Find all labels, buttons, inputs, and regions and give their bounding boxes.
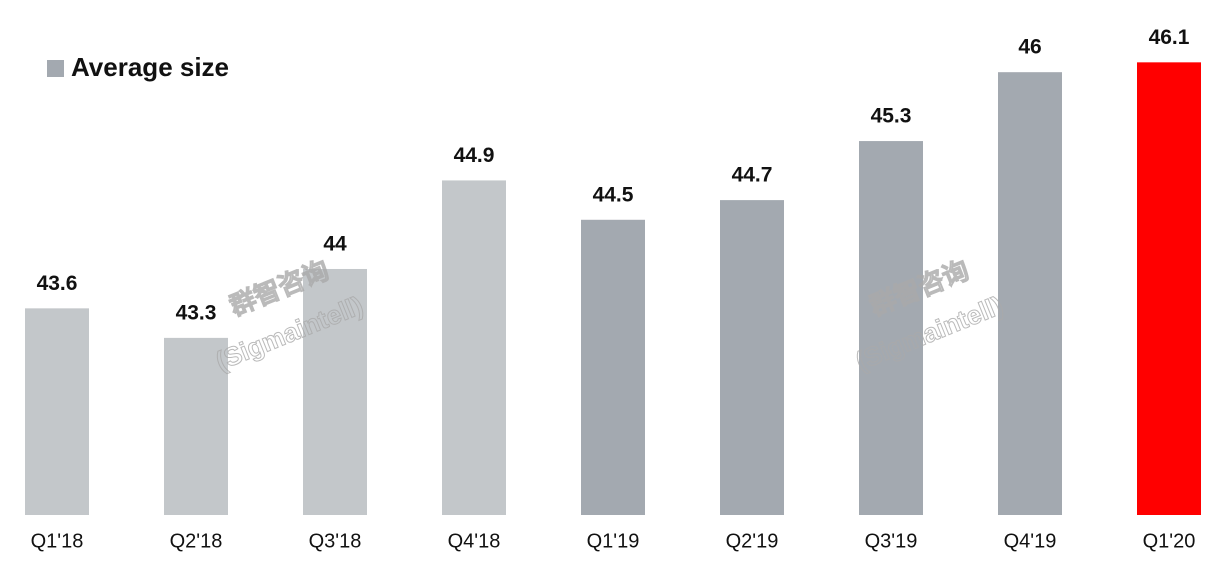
bar <box>998 72 1062 516</box>
bar <box>164 337 228 515</box>
x-tick-label: Q4'19 <box>1004 530 1057 552</box>
bar <box>581 219 645 516</box>
x-tick-label: Q3'19 <box>865 530 918 552</box>
value-label: 43.6 <box>37 272 78 295</box>
bar <box>1137 62 1201 515</box>
bar <box>859 141 923 516</box>
value-label: 44 <box>323 233 347 256</box>
legend-swatch <box>47 60 64 77</box>
x-tick-label: Q3'18 <box>309 530 362 552</box>
bar <box>442 180 506 515</box>
bar <box>303 268 367 515</box>
x-tick-label: Q4'18 <box>448 530 501 552</box>
value-label: 46.1 <box>1149 26 1190 49</box>
value-label: 44.9 <box>454 144 495 167</box>
bar <box>720 200 784 515</box>
value-label: 44.7 <box>732 164 773 187</box>
value-label: 46 <box>1018 36 1041 59</box>
x-tick-label: Q2'19 <box>726 530 779 552</box>
value-label: 44.5 <box>593 183 634 206</box>
bar <box>25 308 89 515</box>
value-label: 45.3 <box>871 105 912 128</box>
x-tick-label: Q1'19 <box>587 530 640 552</box>
x-tick-label: Q1'18 <box>31 530 84 552</box>
x-tick-label: Q2'18 <box>170 530 223 552</box>
value-label: 43.3 <box>176 301 217 324</box>
legend-label: Average size <box>71 52 229 82</box>
x-tick-label: Q1'20 <box>1143 530 1196 552</box>
